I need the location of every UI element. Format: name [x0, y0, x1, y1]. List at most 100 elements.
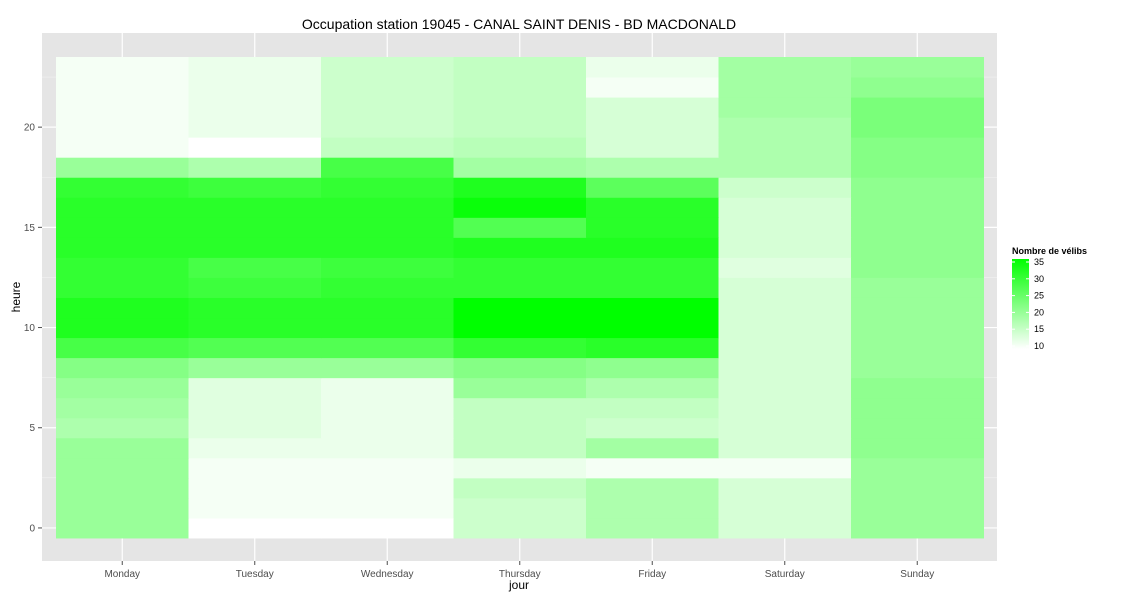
heatmap-cell [56, 217, 189, 238]
heatmap-cell [586, 197, 719, 218]
heatmap-cell [586, 177, 719, 198]
heatmap-cell [188, 457, 322, 479]
heatmap-cell [453, 497, 587, 519]
heatmap-cell [188, 377, 322, 399]
heatmap-cell [188, 437, 322, 459]
heatmap-cell [321, 157, 454, 178]
heatmap-cell [718, 277, 852, 298]
heatmap-cell [586, 417, 719, 439]
heatmap-cell [321, 77, 454, 98]
x-tick-label: Saturday [765, 569, 805, 580]
y-tick-label: 5 [29, 423, 35, 434]
heatmap-cell [321, 217, 454, 238]
heatmap-cell [586, 77, 719, 98]
heatmap-cell [586, 337, 719, 359]
heatmap-cell [851, 137, 984, 158]
heatmap-cell [56, 397, 189, 419]
heatmap-cell [188, 317, 322, 339]
heatmap-cell [188, 277, 322, 298]
x-tick-label: Friday [638, 569, 666, 580]
heatmap-cell [453, 397, 587, 419]
heatmap-cell [321, 97, 454, 118]
heatmap-cell [321, 497, 454, 519]
heatmap-cell [586, 297, 719, 319]
heatmap-cell [321, 477, 454, 499]
heatmap-cell [56, 337, 189, 359]
legend-tick-label: 15 [1034, 324, 1044, 334]
y-axis: 0 5 10 15 20 [24, 123, 42, 534]
heatmap-cell [718, 317, 852, 339]
heatmap-cell [188, 477, 322, 499]
heatmap-cell [453, 297, 587, 319]
legend-tick-label: 30 [1034, 274, 1044, 284]
heatmap-cell [56, 257, 189, 278]
heatmap-cell [56, 477, 189, 499]
heatmap-cell [586, 237, 719, 258]
heatmap-cell [56, 137, 189, 158]
heatmap-cell [188, 397, 322, 419]
heatmap-cell [718, 397, 852, 419]
heatmap-cell [718, 257, 852, 278]
heatmap-cell [586, 497, 719, 519]
heatmap-cell [718, 57, 852, 78]
heatmap-cell [453, 177, 587, 198]
heatmap-cell [453, 377, 587, 399]
heatmap-cell [718, 417, 852, 439]
heatmap-cell [321, 257, 454, 278]
heatmap-cell [453, 217, 587, 238]
heatmap-cell [321, 437, 454, 459]
heatmap-cell [321, 237, 454, 258]
x-tick-label: Tuesday [236, 569, 274, 580]
heatmap-cell [718, 357, 852, 379]
heatmap-cell [851, 297, 984, 319]
heatmap-cell [188, 137, 322, 158]
heatmap-cell [453, 517, 587, 539]
heatmap-cell [586, 317, 719, 339]
heatmap-cell [851, 457, 984, 479]
heatmap-cell [188, 57, 322, 78]
heatmap-cell [321, 397, 454, 419]
heatmap-cell [321, 177, 454, 198]
heatmap-cell [321, 277, 454, 298]
heatmap-cell [453, 257, 587, 278]
heatmap-cell [851, 217, 984, 238]
heatmap-cell [56, 177, 189, 198]
heatmap-cell [718, 337, 852, 359]
heatmap-cell [586, 397, 719, 419]
heatmap-cell [851, 337, 984, 359]
heatmap-cell [851, 517, 984, 539]
heatmap-cell [586, 157, 719, 178]
legend: Nombre de vélibs 35 30 25 20 15 10 [1012, 246, 1087, 351]
heatmap-cell [188, 497, 322, 519]
heatmap-cell [851, 57, 984, 78]
y-tick-label: 20 [24, 123, 36, 134]
heatmap-cell [453, 357, 587, 379]
heatmap-cell [453, 77, 587, 98]
heatmap-cell [586, 477, 719, 499]
heatmap-cell [851, 157, 984, 178]
legend-tick-label: 35 [1034, 257, 1044, 267]
heatmap-cell [851, 237, 984, 258]
heatmap-cell [56, 197, 189, 218]
heatmap-cell [188, 297, 322, 319]
heatmap-cell [851, 477, 984, 499]
heatmap-cell [188, 337, 322, 359]
heatmap-cells [56, 57, 984, 539]
y-tick-label: 15 [24, 223, 36, 234]
heatmap-cell [321, 377, 454, 399]
x-axis: Monday Tuesday Wednesday Thursday Friday Satu… [104, 561, 934, 580]
heatmap-cell [586, 457, 719, 479]
heatmap-cell [56, 357, 189, 379]
heatmap-cell [321, 117, 454, 138]
heatmap-cell [718, 77, 852, 98]
heatmap-cell [453, 477, 587, 499]
legend-title: Nombre de vélibs [1012, 246, 1087, 256]
x-axis-title: jour [508, 578, 529, 592]
heatmap-cell [453, 197, 587, 218]
heatmap-cell [56, 437, 189, 459]
heatmap-cell [851, 97, 984, 118]
heatmap-cell [453, 157, 587, 178]
heatmap-cell [321, 357, 454, 379]
heatmap-cell [321, 337, 454, 359]
heatmap-cell [453, 237, 587, 258]
